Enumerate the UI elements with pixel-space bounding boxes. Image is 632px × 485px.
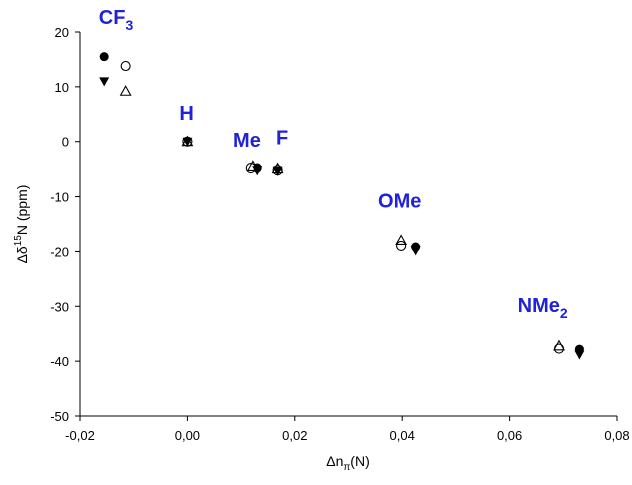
substituent-label: Me [233, 130, 261, 152]
filled-triangle-point [99, 77, 110, 87]
substituent-label: CF3 [99, 7, 134, 33]
x-tick-label: 0,06 [497, 428, 522, 443]
open-triangle-point [271, 162, 284, 174]
open-triangle-point [119, 85, 132, 96]
open-triangle-point [553, 339, 565, 351]
filled-triangle-point [182, 137, 193, 147]
y-axis-ticks: 20 10 0 -10 -20 -30 -40 -50 [50, 25, 80, 424]
y-tick-label: -10 [50, 190, 69, 205]
open-triangle-point [246, 160, 259, 171]
open-triangle-point [395, 234, 408, 246]
x-axis-ticks: -0,02 0,00 0,02 0,04 0,06 0,08 [65, 416, 630, 443]
y-tick-label: -20 [50, 244, 69, 259]
substituent-label: OMe [378, 191, 421, 213]
plot-frame [79, 32, 617, 417]
x-tick-label: 0,00 [175, 428, 200, 443]
open-circle-point [120, 60, 131, 72]
substituent-label: F [276, 127, 288, 149]
data-markers [99, 52, 585, 360]
x-tick-label: 0,08 [604, 428, 629, 443]
y-tick-label: -40 [50, 354, 69, 369]
substituent-label: H [179, 103, 193, 125]
y-axis-title: Δδ15N (ppm) [13, 185, 30, 264]
y-tick-label: -30 [50, 299, 69, 314]
open-circle-point [396, 240, 407, 251]
substituent-label: NMe2 [518, 295, 568, 321]
y-tick-label: -50 [50, 409, 69, 424]
filled-circle-point [99, 52, 109, 62]
open-triangle-point [181, 135, 194, 147]
y-tick-label: 20 [55, 25, 69, 40]
filled-triangle-point [574, 350, 585, 360]
x-tick-label: -0,02 [65, 428, 95, 443]
filled-triangle-point [410, 246, 421, 256]
substituent-labels: CF3 H Me F OMe NMe2 [99, 7, 568, 321]
x-axis-title: Δnπ(N) [326, 453, 369, 473]
x-tick-label: 0,02 [282, 428, 307, 443]
y-tick-label: 0 [62, 135, 69, 150]
y-tick-label: 10 [55, 80, 69, 95]
x-tick-label: 0,04 [390, 428, 415, 443]
